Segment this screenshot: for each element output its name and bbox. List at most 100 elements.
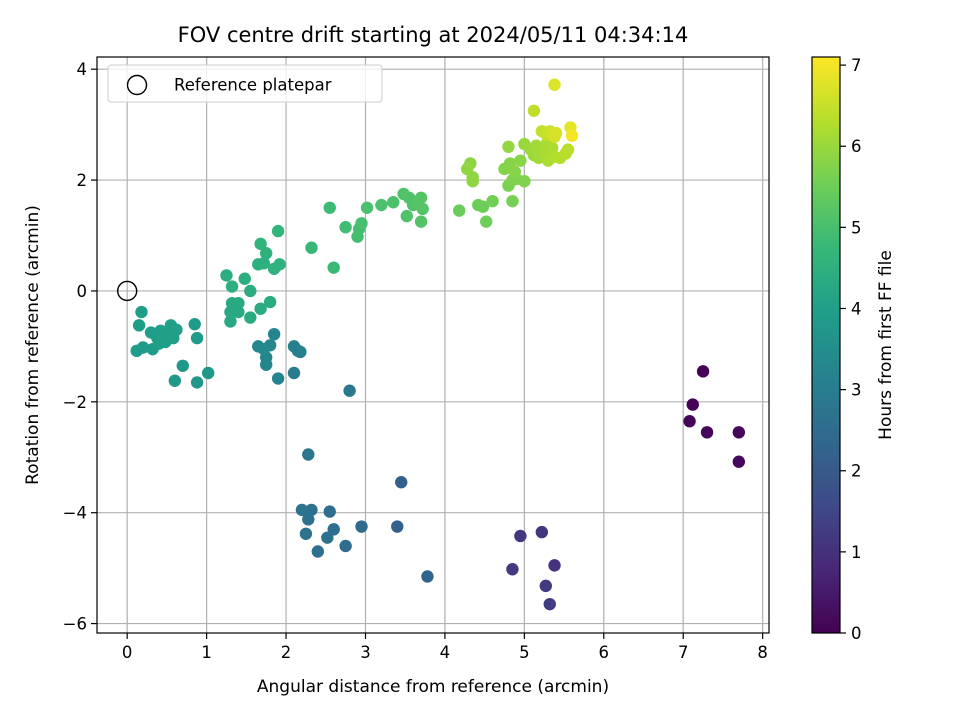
y-tick-label: −6 <box>63 615 87 634</box>
data-points <box>130 78 746 611</box>
x-tick-label: 4 <box>440 643 451 662</box>
data-point <box>696 365 710 378</box>
data-point <box>294 345 307 359</box>
reference-platepar-marker <box>116 280 138 302</box>
data-point <box>453 204 466 217</box>
x-tick-label: 8 <box>757 643 768 662</box>
colorbar-tick-label: 5 <box>851 218 862 237</box>
legend: Reference platepar <box>107 64 383 103</box>
data-point <box>152 337 166 350</box>
data-point <box>305 503 318 517</box>
data-point <box>686 398 699 411</box>
colorbar-tick-label: 1 <box>851 543 862 562</box>
legend-box <box>107 64 383 103</box>
colorbar-tick-label: 7 <box>851 56 862 75</box>
data-point <box>224 315 237 328</box>
data-point <box>259 247 273 260</box>
data-point <box>323 505 336 518</box>
data-point <box>502 140 515 154</box>
data-point <box>400 209 413 223</box>
data-point <box>535 525 549 539</box>
data-point <box>271 224 285 238</box>
data-point <box>421 570 434 583</box>
data-point <box>387 196 400 209</box>
x-tick-label: 7 <box>678 643 689 662</box>
data-point <box>190 376 204 389</box>
data-point <box>271 372 285 385</box>
data-point <box>244 311 257 324</box>
data-point <box>506 194 519 208</box>
data-point <box>732 426 746 439</box>
data-point <box>299 527 313 540</box>
x-tick-label: 5 <box>519 643 530 662</box>
data-point <box>683 415 696 428</box>
data-point <box>257 342 271 356</box>
data-point <box>254 237 267 251</box>
data-point <box>506 563 519 576</box>
data-point <box>176 359 189 372</box>
data-point <box>232 296 245 310</box>
data-point <box>321 531 334 544</box>
data-point <box>375 198 388 212</box>
data-point <box>549 126 563 140</box>
data-point <box>700 426 714 439</box>
data-point <box>244 284 257 298</box>
x-axis-label: Angular distance from reference (arcmin) <box>257 677 609 697</box>
data-point <box>355 520 368 533</box>
data-point <box>343 384 356 397</box>
data-point <box>302 448 315 461</box>
data-point <box>539 579 552 593</box>
data-point <box>287 366 301 380</box>
data-point <box>323 201 336 214</box>
data-point <box>543 597 556 611</box>
data-point <box>188 318 201 331</box>
x-tick-label: 2 <box>281 643 292 662</box>
data-point <box>732 455 746 468</box>
data-point <box>561 143 575 156</box>
data-point <box>548 559 561 572</box>
y-axis-ticks: −6 −4 −2 0 2 4 <box>63 60 97 634</box>
data-point <box>460 162 474 176</box>
legend-marker-icon <box>126 74 148 96</box>
data-point <box>476 200 490 213</box>
data-point <box>202 366 215 380</box>
x-tick-label: 1 <box>201 643 212 662</box>
plot-frame <box>96 56 770 634</box>
data-point <box>514 529 527 543</box>
colorbar-ticks: 0 1 2 3 4 5 6 7 <box>840 56 862 643</box>
y-tick-label: 0 <box>77 282 88 301</box>
data-point <box>527 104 541 117</box>
x-tick-label: 6 <box>599 643 610 662</box>
data-point <box>225 280 239 293</box>
x-tick-label: 3 <box>360 643 371 662</box>
y-tick-label: −2 <box>63 393 87 412</box>
colorbar-tick-label: 6 <box>851 137 862 156</box>
data-point <box>339 220 352 234</box>
grid-lines <box>97 57 769 633</box>
colorbar-label: Hours from first FF file <box>876 250 896 440</box>
colorbar-tick-label: 4 <box>851 299 862 318</box>
data-point <box>508 165 522 178</box>
data-point <box>339 539 352 553</box>
data-point <box>355 217 368 230</box>
data-point <box>168 374 182 387</box>
colorbar-gradient <box>811 56 841 634</box>
data-point <box>257 257 271 270</box>
data-point <box>410 196 424 209</box>
data-point <box>486 194 499 208</box>
data-point <box>267 327 281 341</box>
data-point <box>132 319 146 332</box>
data-point <box>254 302 267 315</box>
colorbar-tick-label: 2 <box>851 462 862 481</box>
y-tick-label: 4 <box>77 60 88 79</box>
data-point <box>220 269 233 282</box>
y-tick-label: −4 <box>63 504 87 523</box>
data-point <box>518 174 531 188</box>
data-point <box>480 215 493 228</box>
x-axis-ticks: 0 1 2 3 4 5 6 7 8 <box>122 633 768 662</box>
colorbar-tick-label: 3 <box>851 381 862 400</box>
data-point <box>190 331 204 345</box>
data-point <box>263 295 277 309</box>
chart-title: FOV centre drift starting at 2024/05/11 … <box>178 23 689 47</box>
